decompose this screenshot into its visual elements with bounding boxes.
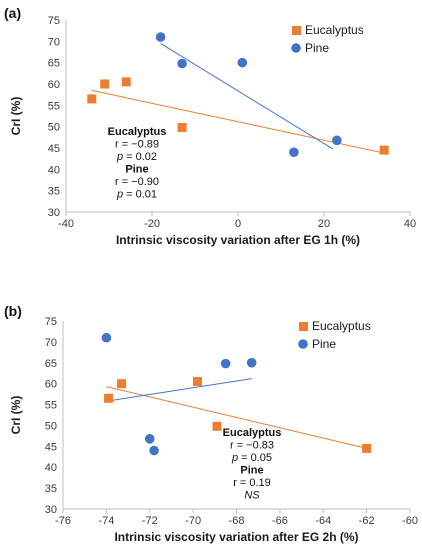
y-tick-label: 35: [48, 186, 60, 198]
chart-panel-a: (a) -40 -20 0 20 40 30 35 40 45 50 55 60 65 70 75 Intrin…: [4, 5, 416, 247]
legend: Eucalyptus Pine: [298, 319, 371, 351]
eucalyptus-trendline: [106, 386, 367, 449]
y-tick-label: 50: [45, 420, 57, 432]
stats-line: r = 0.19: [233, 477, 271, 489]
x-tick-label: 0: [235, 218, 241, 230]
panel-label: (a): [4, 5, 21, 21]
eucalyptus-point: [87, 94, 97, 104]
eucalyptus-point: [121, 77, 131, 87]
x-tick-label: -72: [142, 515, 158, 527]
eucalyptus-point: [212, 421, 222, 431]
legend-eucalyptus-label: Eucalyptus: [305, 23, 364, 37]
x-tick-label: -74: [98, 515, 114, 527]
stats-line: Pine: [240, 465, 263, 477]
chart-panel-b: (b) -76 -74 -72 -70 -68 -66 -64 -62 -60 30 35 40 45 50…: [4, 303, 418, 544]
stats-line: r = −0.89: [115, 139, 159, 151]
stats-line: NS: [244, 490, 260, 502]
pine-point: [155, 32, 166, 42]
x-tick-label: -20: [144, 218, 160, 230]
legend-eucalyptus-marker: [292, 26, 301, 35]
y-tick-label: 55: [45, 400, 57, 412]
y-tick-label: 60: [45, 379, 57, 391]
y-axis-label: CrI (%): [9, 97, 23, 136]
stats-line: Pine: [125, 164, 148, 176]
x-tick-label: -68: [229, 515, 245, 527]
pine-point: [289, 147, 299, 158]
pine-point: [149, 445, 159, 456]
x-tick-label: -40: [58, 218, 74, 230]
eucalyptus-point: [177, 123, 187, 133]
pine-point: [237, 57, 248, 68]
eucalyptus-point: [104, 393, 114, 403]
legend-pine-marker: [298, 339, 308, 349]
pine-point: [332, 135, 342, 146]
panel-label: (b): [4, 303, 22, 319]
y-tick-label: 60: [48, 79, 60, 91]
eucalyptus-point: [192, 377, 202, 387]
stats-line: r = −0.83: [230, 440, 274, 452]
stats-line: p = 0.05: [231, 452, 272, 464]
stats-line: Eucalyptus: [108, 126, 167, 138]
y-tick-label: 35: [45, 483, 57, 495]
x-axis-label: Intrinsic viscosity variation after EG 1…: [116, 233, 360, 247]
x-tick-label: 20: [318, 218, 330, 230]
y-axis-label: CrI (%): [9, 396, 23, 435]
x-tick-label: -60: [402, 515, 418, 527]
stats-line: Eucalyptus: [223, 427, 282, 439]
y-tick-label: 30: [48, 207, 60, 219]
eucalyptus-point: [362, 443, 372, 453]
pine-trendline: [160, 43, 333, 150]
x-tick-label: -70: [185, 515, 201, 527]
legend-eucalyptus-label: Eucalyptus: [312, 319, 371, 333]
legend-pine-label: Pine: [312, 337, 336, 351]
y-tick-label: 45: [45, 441, 57, 453]
eucalyptus-point: [379, 145, 389, 155]
stats-line: p = 0.02: [116, 151, 157, 163]
pine-point: [246, 357, 257, 368]
pine-point: [144, 434, 155, 444]
y-tick-label: 40: [45, 462, 57, 474]
legend: Eucalyptus Pine: [291, 23, 364, 55]
y-tick-label: 70: [45, 337, 57, 349]
pine-point: [101, 332, 112, 343]
y-tick-label: 70: [48, 36, 60, 48]
legend-pine-label: Pine: [305, 41, 329, 55]
stats-line: p = 0.01: [116, 189, 157, 201]
y-tick-label: 65: [48, 58, 60, 70]
eucalyptus-point: [100, 79, 110, 89]
x-tick-label: 40: [404, 218, 416, 230]
legend-pine-marker: [291, 43, 301, 53]
y-tick-label: 55: [48, 100, 60, 112]
eucalyptus-point: [117, 379, 127, 389]
y-tick-label: 50: [48, 122, 60, 134]
pine-point: [177, 58, 187, 69]
y-tick-label: 45: [48, 143, 60, 155]
x-axis-label: Intrinsic viscosity variation after EG 2…: [114, 530, 358, 544]
y-tick-label: 65: [45, 358, 57, 370]
x-tick-label: -66: [272, 515, 288, 527]
stats-line: r = −0.90: [115, 176, 159, 188]
x-tick-label: -62: [359, 515, 375, 527]
y-tick-label: 40: [48, 164, 60, 176]
y-tick-label: 30: [45, 504, 57, 516]
y-tick-label: 75: [45, 316, 57, 328]
x-tick-label: -64: [315, 515, 331, 527]
pine-trendline: [106, 378, 252, 402]
x-tick-label: -76: [55, 515, 71, 527]
pine-point: [220, 358, 231, 369]
y-tick-label: 75: [48, 15, 60, 27]
legend-eucalyptus-marker: [299, 322, 308, 331]
